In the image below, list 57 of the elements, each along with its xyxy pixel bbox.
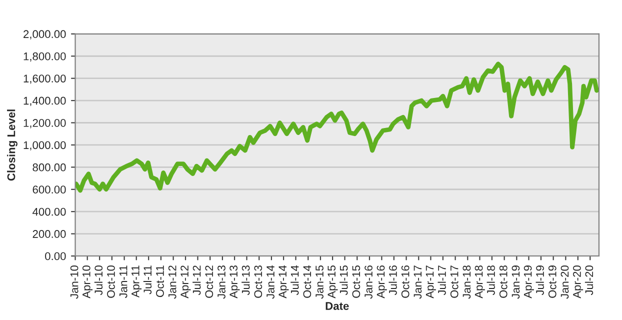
y-axis-title: Closing Level (7, 110, 18, 181)
y-tick-label: 0.00 (45, 252, 66, 260)
x-tick-label: Jan-11 (120, 266, 128, 298)
x-tick-label: Jul-13 (242, 266, 250, 296)
y-tick-label: 1,600.00 (24, 74, 66, 84)
x-tick-label: Jul-20 (584, 265, 594, 296)
x-tick-label: Apr-11 (132, 266, 142, 298)
x-tick-label: Apr-18 (474, 266, 485, 298)
y-tick-label: 400.00 (32, 208, 66, 216)
y-tick-label: 1,400.00 (24, 96, 66, 106)
x-tick-label: Apr-16 (376, 266, 387, 298)
x-tick-label: Apr-13 (230, 266, 240, 298)
x-tick-label: Jul-11 (143, 266, 152, 294)
y-tick-label: 1,000.00 (24, 141, 66, 150)
y-tick-label: 800.00 (32, 163, 66, 172)
x-tick-label: Oct-10 (107, 265, 115, 298)
x-tick-label: Jan-18 (462, 266, 471, 299)
x-tick-label: Jul-16 (388, 266, 397, 296)
x-tick-label: Oct-19 (548, 266, 556, 298)
x-tick-label: Oct-16 (401, 266, 410, 298)
y-tick-label: 2,000.00 (24, 30, 66, 40)
x-tick-label: Apr-12 (180, 266, 191, 298)
x-tick-label: Apr-10 (82, 265, 93, 298)
y-tick-label: 1,200.00 (24, 119, 66, 128)
x-tick-label: Oct-13 (254, 266, 262, 298)
x-tick-label: Jul-15 (340, 265, 348, 296)
x-tick-label: Apr-19 (524, 266, 534, 298)
x-tick-label: Jan-20 (560, 265, 569, 299)
x-tick-label: Jan-16 (364, 266, 372, 299)
y-tick-label: 200.00 (32, 230, 66, 238)
x-axis-title: Date (326, 302, 349, 310)
x-tick-label: Jul-10 (94, 265, 103, 296)
x-tick-label: Oct-11 (156, 266, 164, 298)
y-tick-label: 600.00 (32, 186, 66, 194)
x-tick-label: Jan-10 (70, 265, 78, 299)
x-tick-label: Oct-18 (499, 266, 508, 298)
x-tick-label: Jan-19 (512, 266, 520, 299)
x-tick-label: Jan-12 (168, 266, 176, 299)
y-tick-label: 1,800.00 (24, 52, 66, 62)
x-tick-label: Apr-15 (328, 265, 338, 298)
x-tick-label: Jul-17 (438, 266, 446, 296)
x-tick-label: Jul-18 (486, 266, 495, 296)
x-tick-label: Oct-15 (352, 265, 360, 298)
x-tick-label: Jan-13 (218, 266, 226, 299)
x-tick-label: Jul-19 (536, 266, 544, 296)
x-tick-label: Jul-14 (290, 265, 299, 296)
x-tick-label: Oct-12 (205, 266, 214, 298)
x-tick-label: Jan-15 (316, 265, 324, 299)
x-tick-label: Jan-14 (266, 265, 274, 299)
x-tick-label: Apr-14 (278, 265, 289, 298)
x-tick-label: Jul-12 (192, 266, 201, 296)
x-tick-label: Apr-20 (573, 265, 584, 298)
line-series (75, 62, 599, 193)
x-tick-label: Apr-17 (426, 266, 436, 298)
x-tick-label: Oct-17 (450, 266, 458, 298)
x-tick-label: Oct-14 (303, 265, 312, 298)
x-tick-label: Jan-17 (414, 266, 422, 299)
